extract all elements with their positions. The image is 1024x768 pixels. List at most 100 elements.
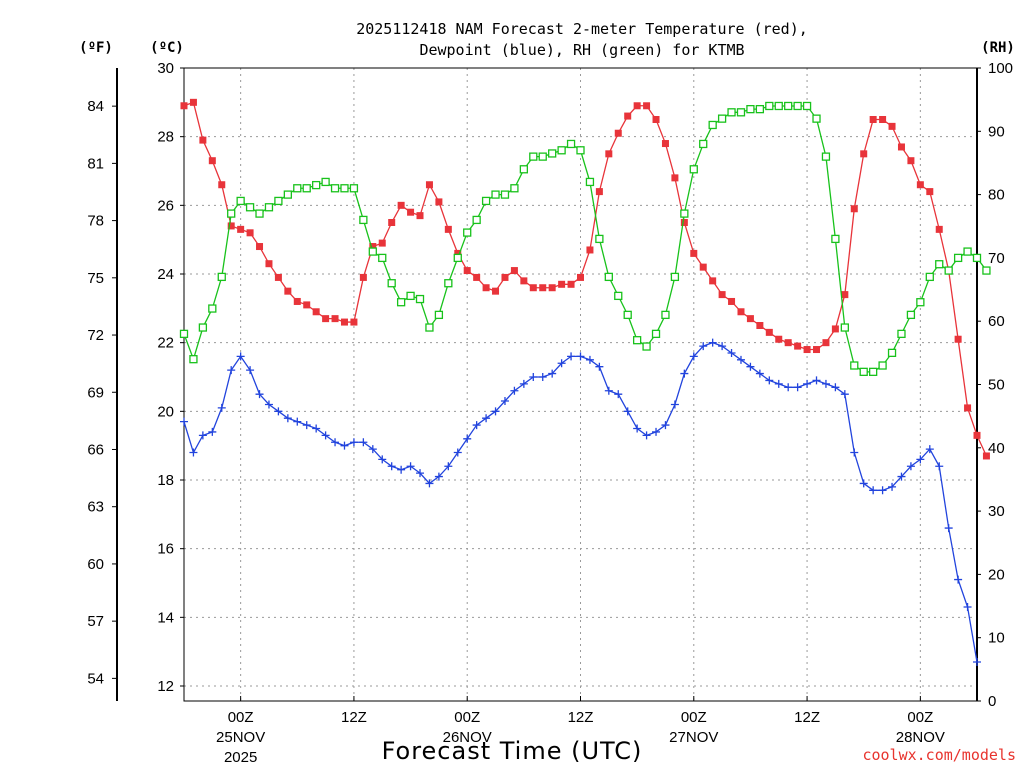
dewpoint-point (302, 421, 311, 430)
rh-point (255, 209, 264, 218)
series-temperature (180, 98, 990, 460)
rh-point (963, 247, 972, 256)
title: 2025112418 NAM Forecast 2-meter Temperat… (356, 20, 808, 59)
rh-point (491, 190, 500, 199)
dewpoint-point (491, 407, 500, 416)
temperature-point (765, 328, 773, 336)
dewpoint-point (821, 379, 830, 388)
dewpoint-point (453, 448, 462, 457)
rh-tick-label: 80 (988, 187, 1005, 204)
temperature-point (274, 273, 282, 281)
rh-point (727, 108, 736, 117)
rh-point (208, 304, 217, 313)
rh-point (330, 184, 340, 193)
temperature-point (548, 284, 556, 292)
x-axis-title: Forecast Time (UTC) (382, 737, 643, 765)
rh-tick-label: 10 (988, 630, 1005, 647)
temperature-point (350, 318, 358, 326)
rh-point (906, 310, 916, 320)
dewpoint-point (661, 421, 670, 430)
dewpoint-point (633, 424, 642, 433)
dewpoint-point (340, 441, 349, 450)
temperature-point (444, 225, 452, 233)
rh-point (444, 279, 453, 288)
temperature-point (803, 346, 811, 354)
temperature-point (586, 246, 594, 254)
dewpoint-point (293, 417, 302, 426)
temperature-point (510, 267, 518, 275)
x-tick-date-label: 27NOV (669, 729, 718, 746)
dewpoint-point (736, 355, 745, 364)
rh-tick-label: 70 (988, 250, 1005, 267)
dewpoint-point (944, 524, 953, 533)
temperature-point (246, 229, 254, 237)
rh-point (425, 323, 434, 332)
rh-point (349, 184, 359, 193)
dewpoint-point (255, 390, 264, 399)
rh-point (831, 234, 840, 244)
dewpoint-point (557, 359, 566, 368)
temperature-point (954, 335, 962, 343)
dewpoint-point (614, 390, 623, 399)
temperature-point (407, 208, 415, 216)
temperature-point (492, 287, 500, 295)
fahrenheit-tick-label: 69 (87, 384, 104, 401)
dewpoint-point (906, 462, 915, 471)
rh-point (283, 190, 292, 199)
temperature-point (879, 116, 887, 123)
temperature-point (595, 188, 603, 196)
rh-point (566, 139, 576, 149)
fahrenheit-tick-label: 78 (87, 213, 104, 230)
rh-point (415, 294, 425, 304)
x-tick-label: 00Z (681, 709, 707, 726)
temperature-point (331, 315, 339, 323)
dewpoint-point (973, 657, 981, 666)
rh-point (802, 101, 812, 111)
rh-tick-label: 50 (988, 377, 1005, 394)
rh-tick-label: 100 (988, 60, 1013, 77)
rh-point (746, 104, 755, 114)
temperature-point (473, 273, 481, 281)
dewpoint-point (803, 379, 812, 388)
temperature-point (227, 222, 235, 230)
dewpoint-point (406, 462, 415, 471)
rh-point (548, 149, 557, 158)
dewpoint-point (746, 362, 755, 371)
rh-point (557, 146, 566, 155)
temperature-point (907, 157, 915, 165)
rh-point (189, 355, 198, 364)
dewpoint-point (916, 455, 925, 464)
rh-point (595, 234, 604, 244)
dewpoint-point (510, 386, 519, 395)
dewpoint-point (652, 427, 661, 436)
rh-point (944, 266, 953, 275)
fahrenheit-tick-label: 75 (87, 270, 104, 287)
rh-point (368, 247, 377, 256)
fahrenheit-tick-label: 72 (87, 327, 104, 344)
dewpoint-point (397, 465, 406, 474)
dewpoint-point (604, 386, 613, 395)
rh-point (670, 272, 680, 282)
temperature-point (633, 102, 641, 110)
fahrenheit-tick-label: 60 (87, 556, 104, 573)
fahrenheit-tick-label: 57 (87, 613, 104, 630)
dewpoint-point (246, 366, 255, 375)
temperature-point (482, 284, 490, 292)
dewpoint-point (331, 438, 340, 447)
temperature-point (746, 315, 754, 323)
temperature-point (256, 243, 264, 251)
rh-point (812, 114, 821, 123)
temperature-point (926, 188, 934, 196)
title-line-1: 2025112418 NAM Forecast 2-meter Temperat… (356, 20, 808, 38)
rh-point (236, 196, 245, 206)
rh-tick-label: 90 (988, 123, 1005, 140)
temperature-point (718, 291, 726, 299)
rh-point (434, 310, 444, 320)
rh-point (585, 177, 595, 187)
rh-point (264, 203, 274, 212)
temperature-point (340, 318, 348, 326)
temperature-point (567, 280, 575, 288)
dewpoint-point (793, 383, 802, 392)
temperature-point (199, 136, 207, 144)
x-tick-label: 12Z (341, 709, 367, 726)
